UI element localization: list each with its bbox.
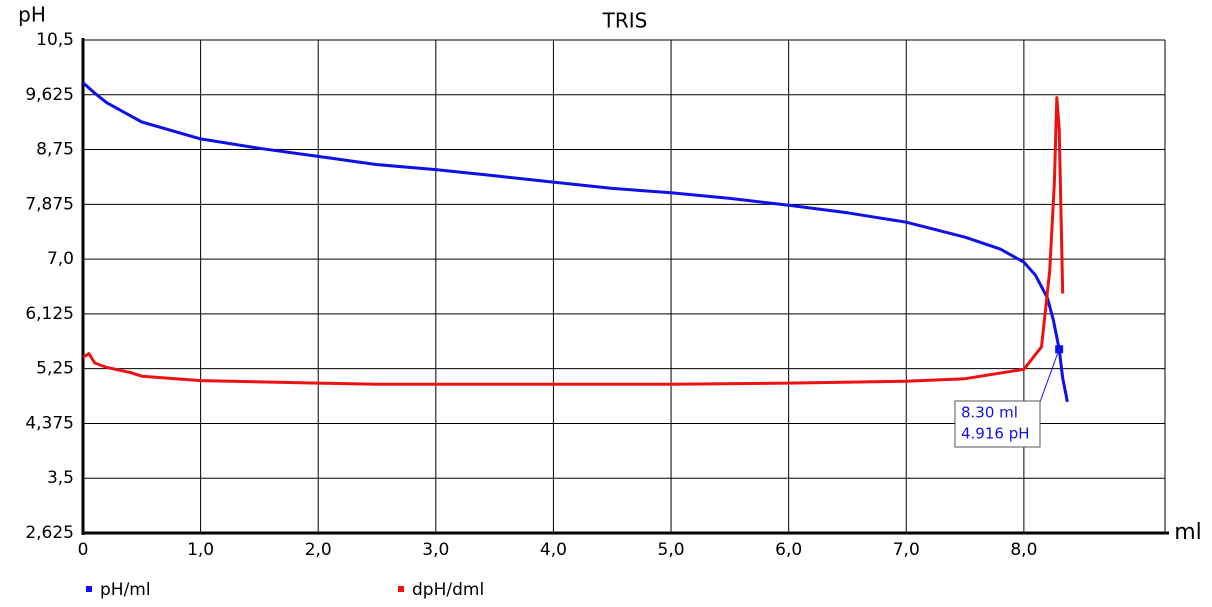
y-tick-label: 8,75 (36, 140, 74, 160)
x-tick-label: 4,0 (540, 540, 567, 560)
y-tick-label: 9,625 (25, 85, 74, 105)
legend-label: dpH/dml (412, 580, 484, 600)
series-line (81, 81, 1069, 403)
y-tick-label: 6,125 (25, 304, 74, 324)
annotation-box (954, 400, 1041, 448)
y-tick-label: 4,375 (25, 413, 74, 433)
annotation-text: 8.30 ml (961, 404, 1018, 422)
legend-label: pH/ml (100, 580, 151, 600)
annotation-text: 4.916 pH (961, 425, 1030, 443)
y-tick-label: 7,0 (47, 249, 74, 269)
legend-swatch (86, 586, 92, 592)
chart-title: TRIS (602, 9, 648, 33)
series-line (82, 96, 1065, 386)
x-tick-label: 7,0 (893, 540, 920, 560)
x-tick-label: 2,0 (305, 540, 332, 560)
x-axis-label: ml (1174, 520, 1202, 545)
point-marker (1055, 345, 1064, 354)
legend-swatch (398, 586, 404, 592)
x-tick-label: 8,0 (1010, 540, 1037, 560)
annotation-connector (1039, 349, 1060, 403)
x-tick-label: 0 (78, 540, 89, 560)
y-tick-label: 2,625 (25, 523, 74, 543)
y-tick-label: 3,5 (47, 468, 74, 488)
x-tick-label: 3,0 (422, 540, 449, 560)
x-tick-label: 5,0 (658, 540, 685, 560)
y-tick-label: 10,5 (36, 30, 74, 50)
y-axis-label: pH (18, 3, 46, 27)
x-tick-label: 6,0 (775, 540, 802, 560)
x-tick-label: 1,0 (187, 540, 214, 560)
y-tick-label: 5,25 (36, 359, 74, 379)
y-tick-label: 7,875 (25, 194, 74, 214)
